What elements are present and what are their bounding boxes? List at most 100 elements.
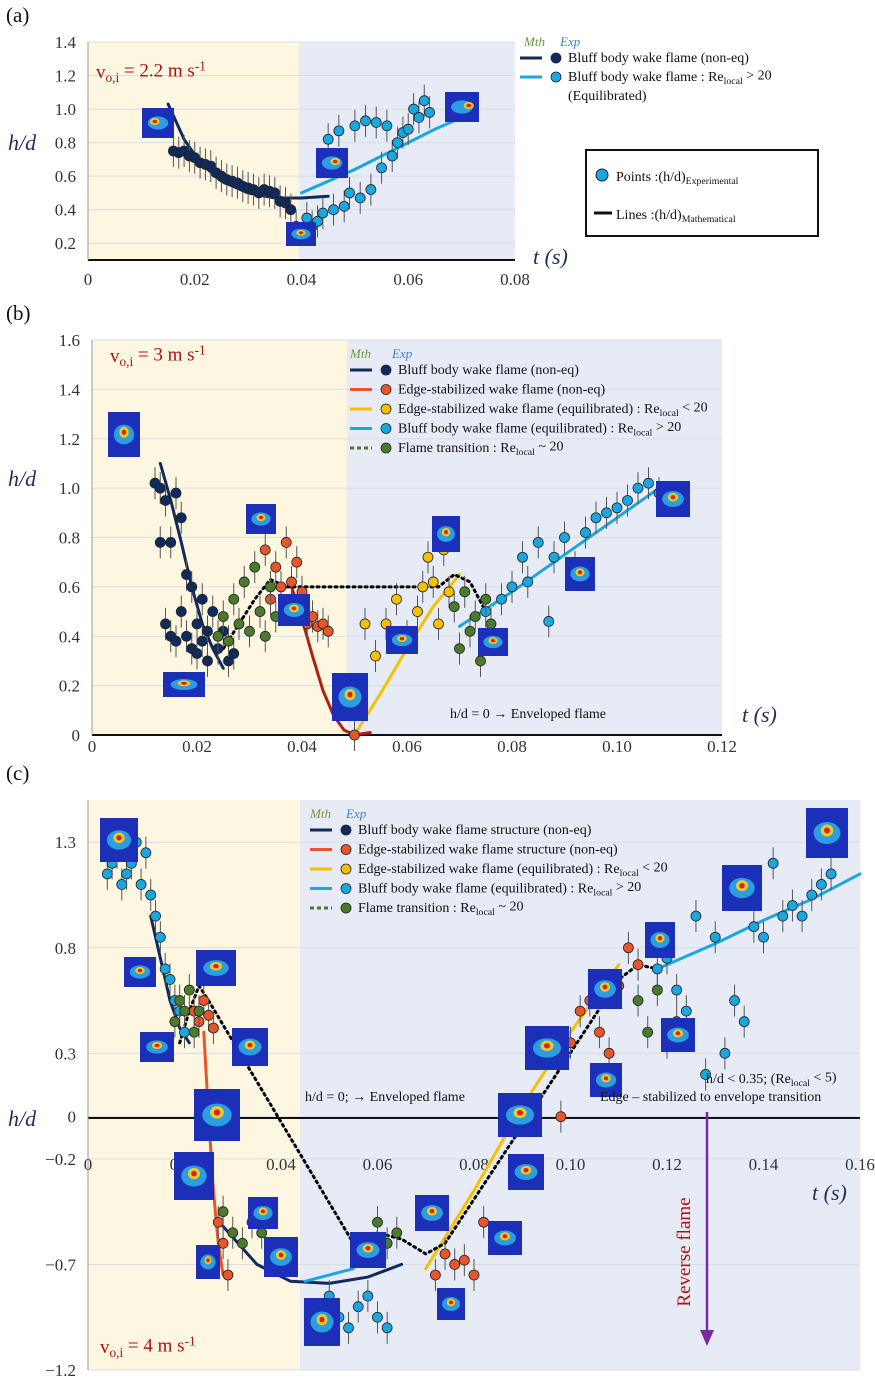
data-point <box>181 569 192 580</box>
data-point <box>256 1227 268 1239</box>
legend-marker <box>380 403 392 415</box>
flame-hot <box>213 964 219 969</box>
y-tick-label: 0.2 <box>59 677 80 696</box>
data-point <box>700 1069 711 1080</box>
data-point <box>372 1311 383 1323</box>
flame-image <box>332 673 368 721</box>
data-point <box>806 889 818 901</box>
data-point <box>116 879 128 890</box>
legend-marker <box>340 883 352 894</box>
data-point <box>238 576 250 588</box>
data-point <box>611 502 623 514</box>
x-tick-label: 0 <box>88 737 97 756</box>
flame-image <box>304 1298 340 1346</box>
data-point <box>175 512 187 524</box>
data-point <box>392 137 403 149</box>
data-point <box>391 593 402 605</box>
data-point <box>601 507 612 519</box>
x-tick-label: 0.08 <box>459 1155 489 1174</box>
series-line <box>178 963 659 1256</box>
x-tick-label: 0.04 <box>287 737 317 756</box>
annotation-envelope: h/d = 0; → Enveloped flame <box>305 1090 465 1105</box>
series-line <box>221 1224 404 1285</box>
data-point <box>413 112 425 123</box>
data-point <box>121 868 132 880</box>
x-tick-label: 0.06 <box>392 737 422 756</box>
legend-box-frame <box>585 149 819 237</box>
flame-image <box>140 1032 174 1062</box>
data-point <box>169 1016 181 1028</box>
flame-hot <box>278 1252 284 1258</box>
flame-image <box>124 957 156 987</box>
flame-image <box>445 92 479 122</box>
flame-image <box>722 865 762 911</box>
data-point <box>422 551 434 563</box>
x-tick-label: 0.10 <box>602 737 632 756</box>
legend-marker <box>340 863 352 875</box>
legend-marker <box>550 71 562 83</box>
flame-hot <box>347 691 353 698</box>
flame-hot <box>365 1246 371 1251</box>
data-point <box>386 150 398 162</box>
data-point <box>135 879 147 890</box>
x-tick-label: 0.16 <box>845 1155 875 1174</box>
data-point <box>469 611 481 622</box>
data-point <box>227 1227 239 1239</box>
data-point <box>291 556 303 568</box>
flame-image <box>645 922 675 958</box>
legend-marker <box>380 384 392 395</box>
data-point <box>322 133 334 145</box>
data-point <box>376 162 387 174</box>
flame-image <box>196 950 236 986</box>
flame-image <box>437 1288 465 1320</box>
legend-label: Bluff body wake flame (non-eq) <box>568 51 749 66</box>
data-point <box>150 910 161 922</box>
legend-header-exp: Exp <box>559 34 581 49</box>
y-tick-label: −1.2 <box>45 1361 76 1379</box>
data-point <box>352 1301 364 1313</box>
annotation-envelope: h/d = 0 → Enveloped flame <box>450 707 606 722</box>
data-point <box>381 1322 393 1334</box>
data-point <box>370 650 381 662</box>
legend-label: Edge-stabilized wake flame structure (no… <box>358 843 618 858</box>
legend-label: (Equilibrated) <box>568 89 647 104</box>
data-point <box>270 561 282 573</box>
flame-image <box>108 412 140 457</box>
data-point <box>286 576 297 588</box>
data-point <box>574 1005 586 1017</box>
data-point <box>468 1269 480 1281</box>
data-point <box>344 187 355 199</box>
series-line <box>458 486 661 628</box>
y-tick-label: 0.4 <box>59 627 81 646</box>
data-point <box>280 537 292 548</box>
data-point <box>690 910 702 922</box>
data-point <box>145 889 157 901</box>
data-point <box>164 974 176 985</box>
y-tick-label: 0.2 <box>55 234 76 253</box>
data-point <box>448 601 460 613</box>
y-tick-label: 1.0 <box>59 479 80 498</box>
x-tick-label: 0.14 <box>749 1155 779 1174</box>
data-point <box>186 581 198 593</box>
x-tick-label: 0.06 <box>393 270 423 289</box>
data-point <box>580 527 591 538</box>
flame-hot <box>824 827 830 834</box>
y-tick-label: 1.4 <box>59 380 81 399</box>
data-point <box>236 1237 248 1249</box>
flame-hot <box>523 1168 529 1173</box>
data-point <box>202 655 213 667</box>
flame-image <box>508 1154 544 1190</box>
data-point <box>651 984 663 996</box>
legend-marker <box>380 364 392 376</box>
flame-image <box>246 504 276 534</box>
data-point <box>140 847 152 859</box>
data-point <box>338 200 350 212</box>
data-point <box>559 532 570 543</box>
data-point <box>159 963 171 975</box>
flame-image <box>316 148 348 178</box>
data-point <box>222 1269 234 1281</box>
data-point <box>671 984 683 996</box>
flame-image <box>432 516 460 552</box>
data-point <box>429 1269 441 1281</box>
flame-image <box>498 1093 542 1137</box>
